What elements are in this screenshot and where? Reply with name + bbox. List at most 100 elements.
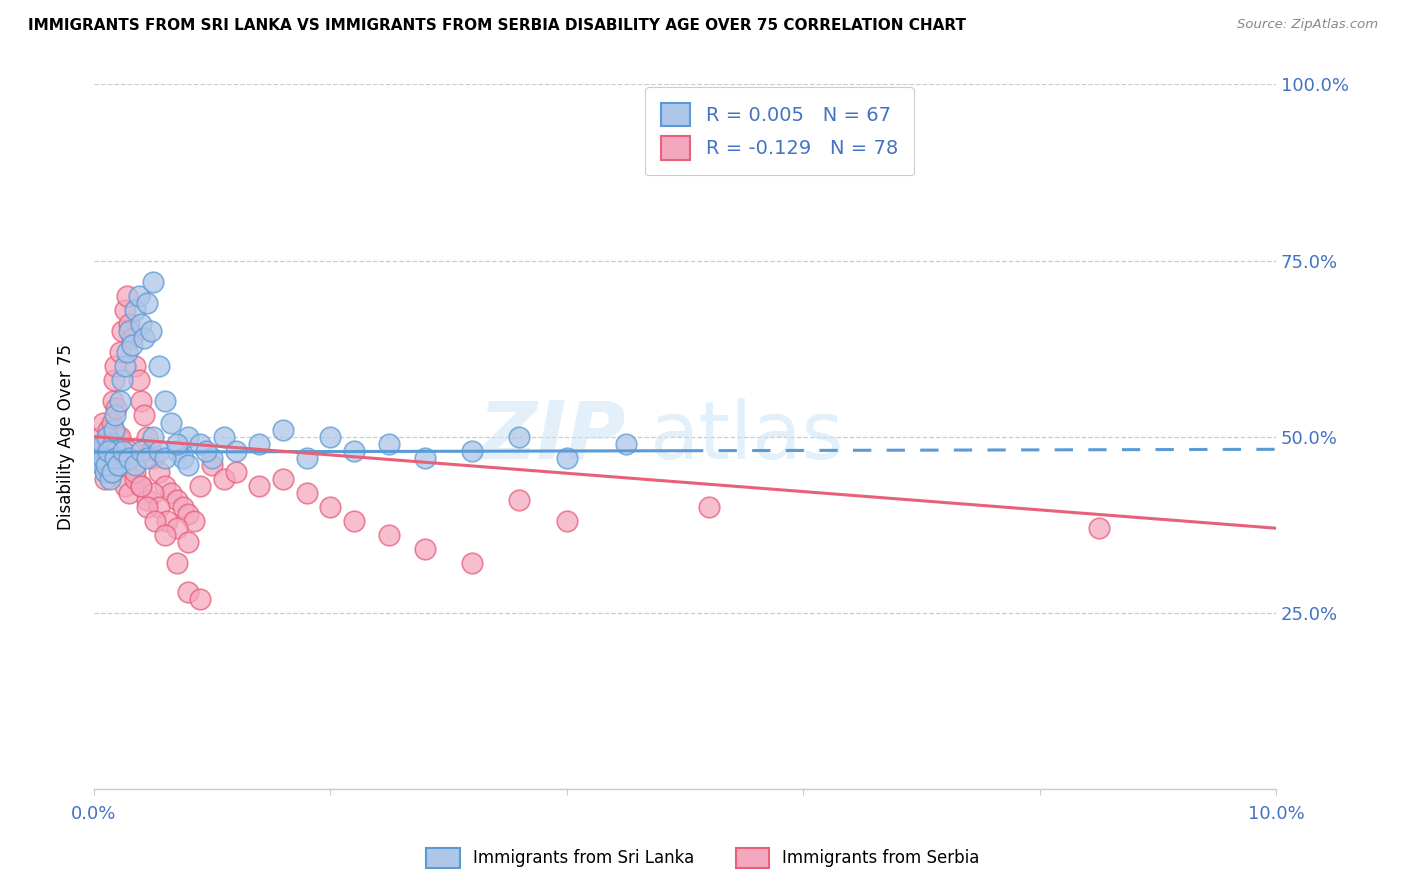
- Point: [96, 429, 118, 443]
- Point: [136, 450, 159, 465]
- Point: [98, 443, 121, 458]
- Point: [159, 486, 181, 500]
- Point: [212, 429, 235, 443]
- Point: [212, 472, 235, 486]
- Point: [115, 345, 138, 359]
- Point: [508, 429, 530, 443]
- Text: IMMIGRANTS FROM SRI LANKA VS IMMIGRANTS FROM SERBIA DISABILITY AGE OVER 75 CORRE: IMMIGRANTS FROM SRI LANKA VS IMMIGRANTS …: [28, 18, 966, 33]
- Legend: R = 0.005   N = 67, R = -0.129   N = 78: R = 0.005 N = 67, R = -0.129 N = 78: [645, 87, 914, 176]
- Point: [148, 443, 170, 458]
- Point: [1087, 521, 1109, 535]
- Point: [108, 458, 131, 472]
- Point: [343, 443, 366, 458]
- Point: [111, 373, 134, 387]
- Point: [166, 443, 188, 458]
- Point: [124, 359, 146, 374]
- Point: [128, 373, 150, 387]
- Point: [101, 436, 124, 450]
- Point: [94, 458, 117, 472]
- Point: [172, 500, 194, 514]
- Point: [100, 416, 122, 430]
- Point: [121, 331, 143, 345]
- Point: [153, 394, 176, 409]
- Point: [461, 443, 484, 458]
- Point: [129, 479, 152, 493]
- Point: [697, 500, 720, 514]
- Point: [90, 429, 112, 443]
- Point: [100, 443, 122, 458]
- Point: [114, 359, 136, 374]
- Point: [112, 443, 135, 458]
- Point: [295, 486, 318, 500]
- Point: [271, 472, 294, 486]
- Point: [166, 436, 188, 450]
- Point: [104, 450, 127, 465]
- Point: [93, 465, 115, 479]
- Point: [93, 450, 115, 465]
- Point: [104, 359, 127, 374]
- Point: [93, 416, 115, 430]
- Point: [201, 450, 224, 465]
- Point: [142, 486, 165, 500]
- Point: [555, 514, 578, 528]
- Point: [104, 409, 127, 423]
- Point: [111, 324, 134, 338]
- Point: [118, 486, 141, 500]
- Point: [100, 472, 122, 486]
- Point: [249, 436, 271, 450]
- Point: [461, 557, 484, 571]
- Point: [115, 289, 138, 303]
- Point: [378, 528, 401, 542]
- Point: [413, 450, 436, 465]
- Point: [166, 493, 188, 508]
- Point: [183, 514, 205, 528]
- Point: [118, 450, 141, 465]
- Point: [225, 465, 247, 479]
- Point: [91, 458, 114, 472]
- Point: [413, 542, 436, 557]
- Point: [91, 458, 114, 472]
- Point: [93, 436, 115, 450]
- Point: [142, 275, 165, 289]
- Point: [136, 295, 159, 310]
- Point: [177, 535, 200, 549]
- Point: [159, 416, 181, 430]
- Point: [107, 458, 129, 472]
- Point: [97, 458, 120, 472]
- Point: [508, 493, 530, 508]
- Point: [118, 443, 141, 458]
- Point: [94, 450, 117, 465]
- Point: [124, 302, 146, 317]
- Point: [105, 443, 128, 458]
- Point: [114, 302, 136, 317]
- Point: [142, 450, 165, 465]
- Point: [132, 409, 155, 423]
- Point: [188, 591, 211, 606]
- Point: [177, 507, 200, 521]
- Text: Source: ZipAtlas.com: Source: ZipAtlas.com: [1237, 18, 1378, 31]
- Point: [295, 450, 318, 465]
- Point: [94, 436, 117, 450]
- Point: [153, 528, 176, 542]
- Point: [124, 458, 146, 472]
- Point: [108, 429, 131, 443]
- Point: [93, 450, 115, 465]
- Point: [100, 465, 122, 479]
- Point: [132, 331, 155, 345]
- Point: [90, 443, 112, 458]
- Point: [108, 394, 131, 409]
- Point: [195, 443, 218, 458]
- Text: ZIP: ZIP: [478, 398, 626, 475]
- Point: [124, 465, 146, 479]
- Point: [153, 450, 176, 465]
- Point: [156, 514, 179, 528]
- Point: [166, 521, 188, 535]
- Point: [177, 584, 200, 599]
- Point: [614, 436, 637, 450]
- Point: [100, 465, 122, 479]
- Text: atlas: atlas: [650, 398, 844, 475]
- Point: [249, 479, 271, 493]
- Point: [97, 443, 120, 458]
- Point: [136, 493, 159, 508]
- Point: [139, 324, 162, 338]
